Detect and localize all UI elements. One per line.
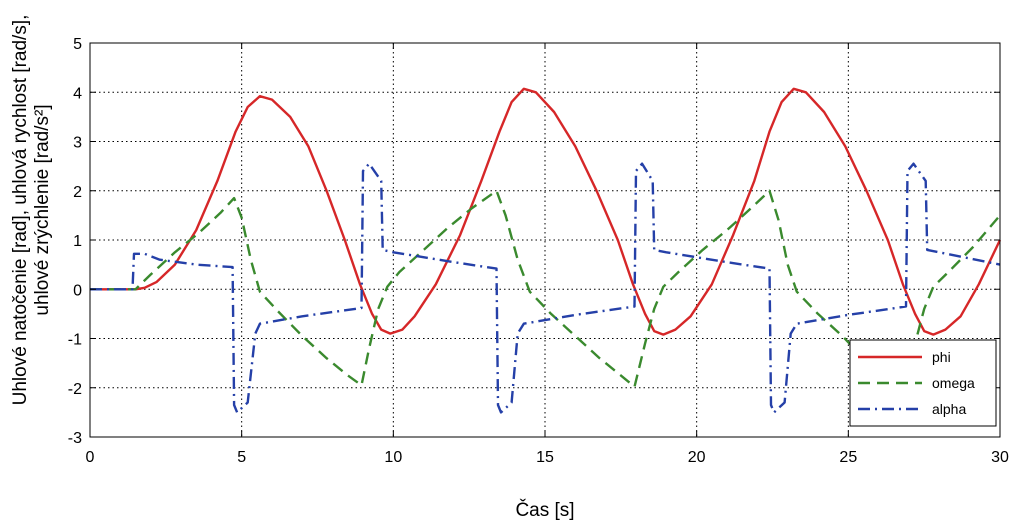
x-tick-label: 15 <box>536 449 554 466</box>
legend: phi omega alpha <box>849 339 997 427</box>
x-tick-label: 20 <box>688 449 706 466</box>
x-tick-label: 5 <box>237 449 246 466</box>
y-tick-label: 0 <box>73 282 82 299</box>
y-tick-label: 4 <box>73 85 82 102</box>
y-tick-label: -2 <box>68 381 82 398</box>
y-axis-label-line2: uhlové zrýchlenie [rad/s²] <box>32 104 53 315</box>
y-tick-label: 1 <box>73 233 82 250</box>
series-line-alpha <box>90 162 1001 414</box>
y-axis-label-line1: Uhlové natočenie [rad], uhlová rychlost … <box>10 15 31 406</box>
x-axis-label: Čas [s] <box>515 499 574 521</box>
series-line-omega <box>90 189 1001 388</box>
legend-label-omega: omega <box>932 375 975 391</box>
legend-label-phi: phi <box>932 349 951 365</box>
y-tick-label: 2 <box>73 184 82 201</box>
legend-label-alpha: alpha <box>932 401 966 417</box>
x-tick-label: 25 <box>839 449 857 466</box>
y-tick-label: 3 <box>73 135 82 152</box>
x-tick-label: 0 <box>86 449 95 466</box>
grid <box>90 43 1000 437</box>
y-tick-label: 5 <box>73 36 82 53</box>
y-tick-label: -1 <box>68 332 82 349</box>
x-tick-label: 10 <box>384 449 402 466</box>
series-group <box>90 87 1002 414</box>
legend-box <box>849 339 997 427</box>
ticks: 0 5 10 15 20 25 30 -3 -2 -1 0 1 2 3 4 5 <box>68 36 1009 466</box>
y-tick-label: -3 <box>68 430 82 447</box>
x-tick-label: 30 <box>991 449 1009 466</box>
series-line-phi <box>90 87 1002 336</box>
